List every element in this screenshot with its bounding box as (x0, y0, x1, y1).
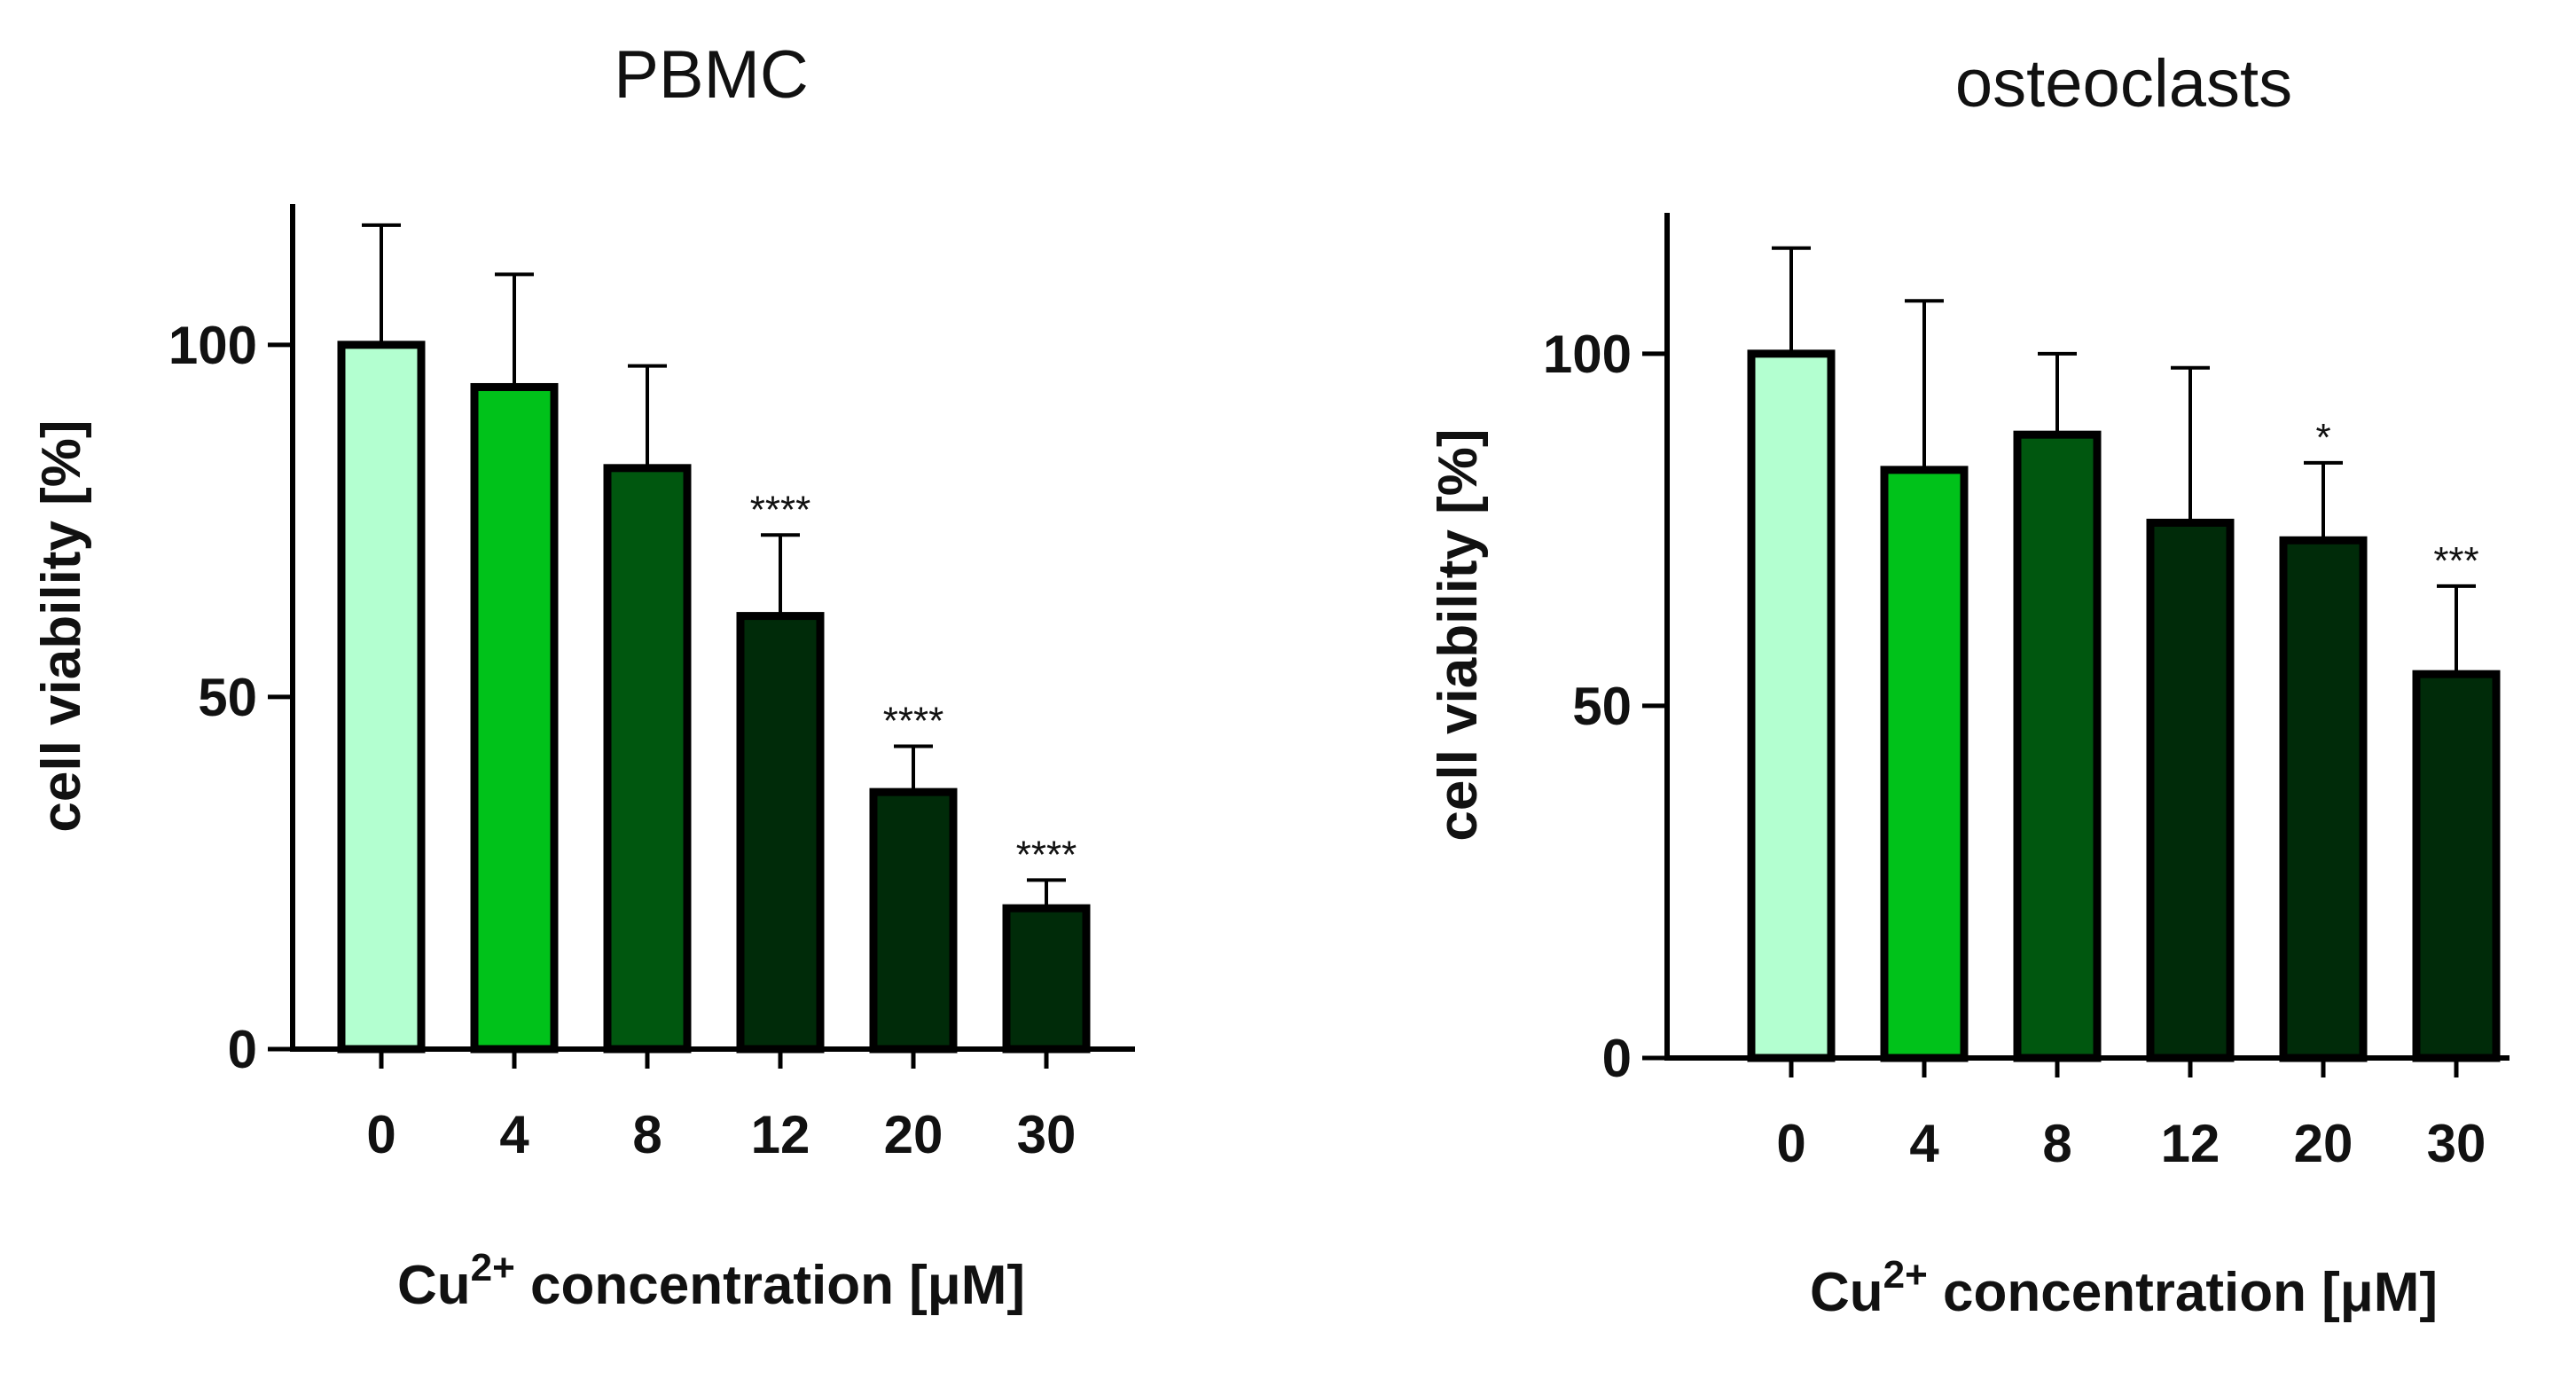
y-tick-label: 0 (1602, 1029, 1632, 1088)
y-tick-label: 100 (168, 316, 257, 375)
x-tick-label: 30 (2427, 1114, 2486, 1173)
bar-4 (1880, 466, 1969, 1062)
bar-20 (2279, 536, 2368, 1062)
y-tick-label: 50 (1572, 677, 1632, 736)
y-tick-label: 0 (228, 1020, 257, 1079)
bar-0 (1747, 349, 1836, 1062)
y-tick-label: 50 (198, 668, 257, 727)
bar-20 (869, 787, 958, 1054)
y-tick-label: 100 (1543, 325, 1632, 384)
x-tick-label: 12 (2161, 1114, 2220, 1173)
chart-panel-1: PBMC cell viability [%] Cu2+ concentration… (31, 37, 1135, 1316)
significance-label: * (2315, 416, 2330, 459)
significance-label: **** (1016, 833, 1077, 876)
bar-30 (1002, 904, 1091, 1054)
x-axis-label: Cu2+ concentration [μM] (1810, 1253, 2438, 1323)
x-tick-label: 20 (2294, 1114, 2353, 1173)
bar-8 (603, 464, 692, 1054)
x-tick-label: 8 (2042, 1114, 2071, 1173)
y-axis-label: cell viability [%] (1428, 428, 1489, 841)
significance-label: **** (883, 700, 944, 743)
x-tick-label: 0 (1776, 1114, 1805, 1173)
x-tick-label: 12 (751, 1105, 810, 1164)
y-axis-label: cell viability [%] (31, 419, 92, 832)
x-tick-label: 8 (632, 1105, 662, 1164)
bar-0 (337, 341, 426, 1054)
bar-12 (736, 612, 825, 1054)
significance-label: **** (750, 488, 811, 531)
x-tick-label: 4 (499, 1105, 529, 1164)
significance-label: *** (2433, 539, 2478, 583)
bar-8 (2013, 430, 2102, 1062)
bar-12 (2146, 518, 2235, 1062)
bar-30 (2412, 670, 2501, 1062)
x-tick-label: 20 (884, 1105, 943, 1164)
x-axis-label: Cu2+ concentration [μM] (397, 1246, 1025, 1316)
chart-title: PBMC (614, 37, 809, 113)
chart-panel-2: osteoclasts cell viability [%] Cu2+ concen… (1428, 46, 2509, 1323)
x-tick-label: 30 (1017, 1105, 1077, 1164)
x-tick-label: 4 (1909, 1114, 1939, 1173)
bar-4 (470, 382, 559, 1054)
x-tick-label: 0 (366, 1105, 395, 1164)
chart-title: osteoclasts (1955, 46, 2292, 121)
